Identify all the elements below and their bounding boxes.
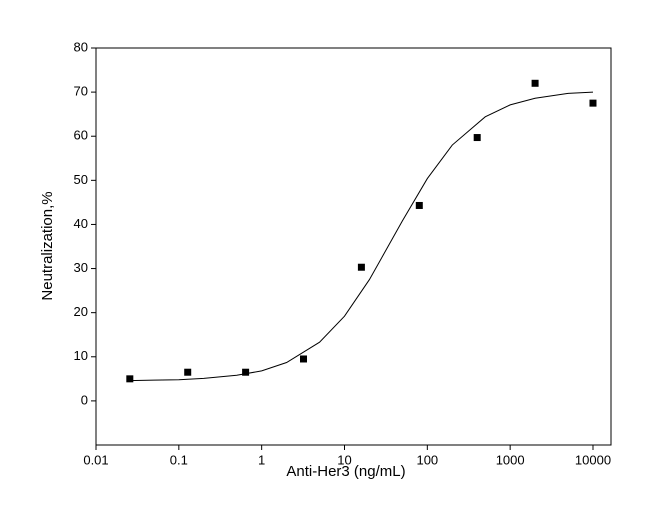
y-tick-label: 60	[74, 128, 88, 143]
y-tick-label: 20	[74, 304, 88, 319]
data-point	[531, 79, 539, 87]
data-point	[357, 263, 365, 271]
x-tick-label: 0.01	[83, 452, 108, 467]
x-tick-label: 100	[416, 452, 438, 467]
y-tick-label: 30	[74, 260, 88, 275]
x-tick-label: 0.1	[170, 452, 188, 467]
data-point	[126, 375, 134, 383]
x-axis-label: Anti-Her3 (ng/mL)	[286, 463, 405, 480]
data-point	[242, 368, 250, 376]
plot-frame	[95, 47, 612, 446]
y-tick-label: 70	[74, 84, 88, 99]
x-tick-label: 10	[337, 452, 351, 467]
x-tick-label: 1	[258, 452, 265, 467]
y-tick-label: 40	[74, 216, 88, 231]
x-tick-label: 10000	[575, 452, 611, 467]
data-point	[300, 355, 308, 363]
data-point	[415, 201, 423, 209]
data-point	[184, 368, 192, 376]
y-tick-label: 50	[74, 172, 88, 187]
y-tick-label: 10	[74, 348, 88, 363]
y-axis-label: Neutralization,%	[39, 191, 56, 300]
data-point	[473, 134, 481, 142]
y-tick-label: 0	[81, 392, 88, 407]
fit-curve	[128, 91, 594, 382]
x-tick-label: 1000	[496, 452, 525, 467]
y-tick-label: 80	[74, 39, 88, 54]
data-point	[589, 99, 597, 107]
